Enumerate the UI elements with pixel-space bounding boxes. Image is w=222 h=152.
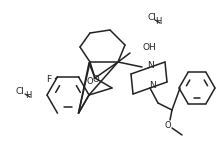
Text: OH: OH	[142, 43, 156, 52]
Text: H: H	[25, 92, 31, 100]
Text: F: F	[46, 75, 51, 84]
Text: O: O	[87, 76, 93, 85]
Text: Cl: Cl	[147, 14, 156, 22]
Text: H: H	[155, 17, 161, 26]
Text: O: O	[165, 121, 171, 130]
Text: N: N	[149, 81, 155, 90]
Text: Cl: Cl	[15, 88, 24, 97]
Text: N: N	[147, 62, 153, 71]
Text: O: O	[93, 76, 99, 85]
